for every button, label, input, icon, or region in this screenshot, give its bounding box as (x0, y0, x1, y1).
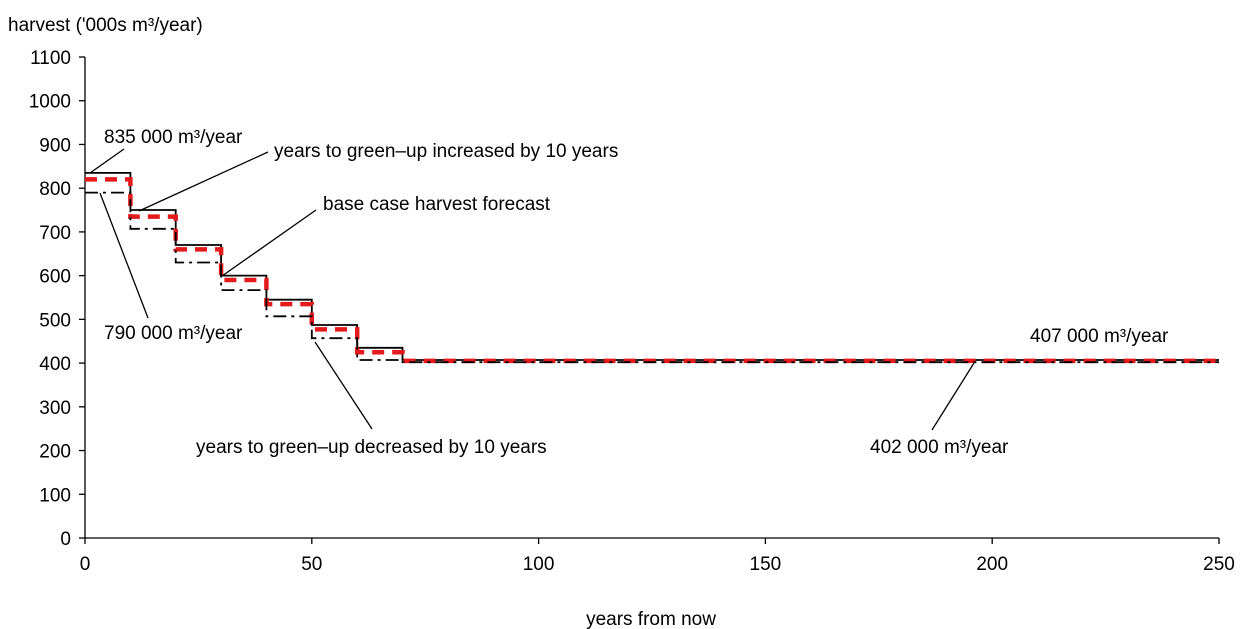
series-line-dash-dot (85, 191, 1219, 364)
leader-835 (89, 148, 125, 174)
annotation-decreased: years to green–up decreased by 10 years (196, 437, 547, 458)
x-tick-label: 50 (301, 554, 322, 575)
leader-402 (931, 362, 975, 431)
annotation-leaders (89, 148, 975, 431)
y-tick-label: 500 (39, 310, 71, 331)
leader-decreased (314, 341, 373, 430)
y-tick-label: 800 (39, 179, 71, 200)
leader-790 (99, 192, 149, 319)
y-tick-label: 300 (39, 398, 71, 419)
axes: 0 100 200 300 400 500 600 700 800 900 1000 1100 0 50 1… (29, 48, 1235, 575)
y-tick-label: 600 (39, 267, 71, 288)
annotation-increased: years to green–up increased by 10 years (274, 141, 618, 162)
annotation-790000: 790 000 m³/year (104, 323, 243, 344)
x-axis-label: years from now (586, 609, 716, 629)
y-axis-label: harvest ('000s m³/year) (8, 15, 203, 36)
annotation-base-case: base case harvest forecast (323, 194, 551, 215)
x-tick-label: 200 (976, 554, 1008, 575)
x-tick-label: 250 (1203, 554, 1235, 575)
annotation-835000: 835 000 m³/year (104, 127, 243, 148)
x-tick-label: 100 (523, 554, 555, 575)
y-tick-label: 700 (39, 223, 71, 244)
y-tick-label: 1000 (29, 92, 71, 113)
y-tick-label: 1100 (30, 48, 71, 69)
x-tick-label: 150 (750, 554, 782, 575)
annotation-407000: 407 000 m³/year (1030, 326, 1169, 347)
annotations: 835 000 m³/year years to green–up increa… (104, 127, 1169, 458)
series-lines (85, 172, 1219, 364)
y-tick-label: 900 (39, 135, 71, 156)
series-line-dashed (85, 177, 1219, 364)
y-tick-label: 0 (60, 529, 71, 550)
leader-base-case (221, 209, 317, 277)
y-tick-label: 400 (39, 354, 71, 375)
leader-increased (138, 151, 269, 212)
y-tick-label: 100 (39, 485, 71, 506)
y-tick-label: 200 (39, 442, 71, 463)
annotation-402000: 402 000 m³/year (870, 437, 1009, 458)
x-tick-label: 0 (80, 554, 91, 575)
